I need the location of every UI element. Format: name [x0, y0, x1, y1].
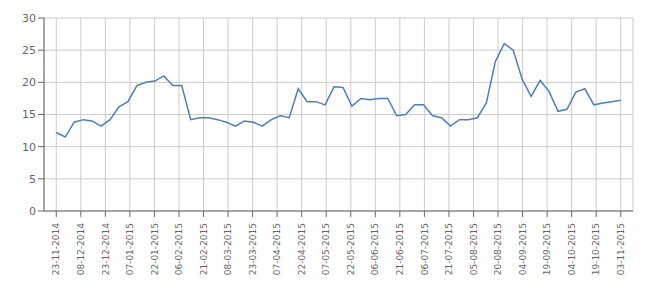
- svg-text:30: 30: [22, 12, 36, 25]
- svg-text:21-02-2015: 21-02-2015: [199, 223, 209, 275]
- svg-text:07-04-2015: 07-04-2015: [272, 223, 282, 275]
- svg-text:10: 10: [22, 141, 36, 154]
- svg-text:5: 5: [29, 173, 36, 186]
- svg-text:08-03-2015: 08-03-2015: [223, 223, 233, 275]
- svg-text:06-06-2015: 06-06-2015: [370, 223, 380, 275]
- svg-text:22-04-2015: 22-04-2015: [297, 223, 307, 275]
- svg-text:06-02-2015: 06-02-2015: [174, 223, 184, 275]
- svg-text:07-05-2015: 07-05-2015: [321, 223, 331, 275]
- svg-text:23-03-2015: 23-03-2015: [248, 223, 258, 275]
- svg-text:07-01-2015: 07-01-2015: [125, 223, 135, 275]
- svg-text:19-10-2015: 19-10-2015: [591, 223, 601, 275]
- svg-text:0: 0: [29, 205, 36, 218]
- svg-text:08-12-2014: 08-12-2014: [76, 223, 86, 276]
- svg-text:25: 25: [22, 44, 36, 57]
- svg-text:23-12-2014: 23-12-2014: [101, 223, 111, 276]
- svg-text:04-09-2015: 04-09-2015: [518, 223, 528, 275]
- svg-text:21-06-2015: 21-06-2015: [395, 223, 405, 275]
- svg-text:22-01-2015: 22-01-2015: [150, 223, 160, 275]
- svg-text:23-11-2014: 23-11-2014: [51, 223, 61, 276]
- svg-text:06-07-2015: 06-07-2015: [420, 223, 430, 275]
- svg-text:20-08-2015: 20-08-2015: [493, 223, 503, 275]
- svg-text:19-09-2015: 19-09-2015: [542, 223, 552, 275]
- svg-text:22-05-2015: 22-05-2015: [346, 223, 356, 275]
- svg-text:03-11-2015: 03-11-2015: [616, 223, 626, 275]
- svg-text:20: 20: [22, 76, 36, 89]
- svg-text:21-07-2015: 21-07-2015: [444, 223, 454, 275]
- svg-text:05-08-2015: 05-08-2015: [469, 223, 479, 275]
- svg-text:04-10-2015: 04-10-2015: [567, 223, 577, 275]
- svg-text:15: 15: [22, 108, 36, 121]
